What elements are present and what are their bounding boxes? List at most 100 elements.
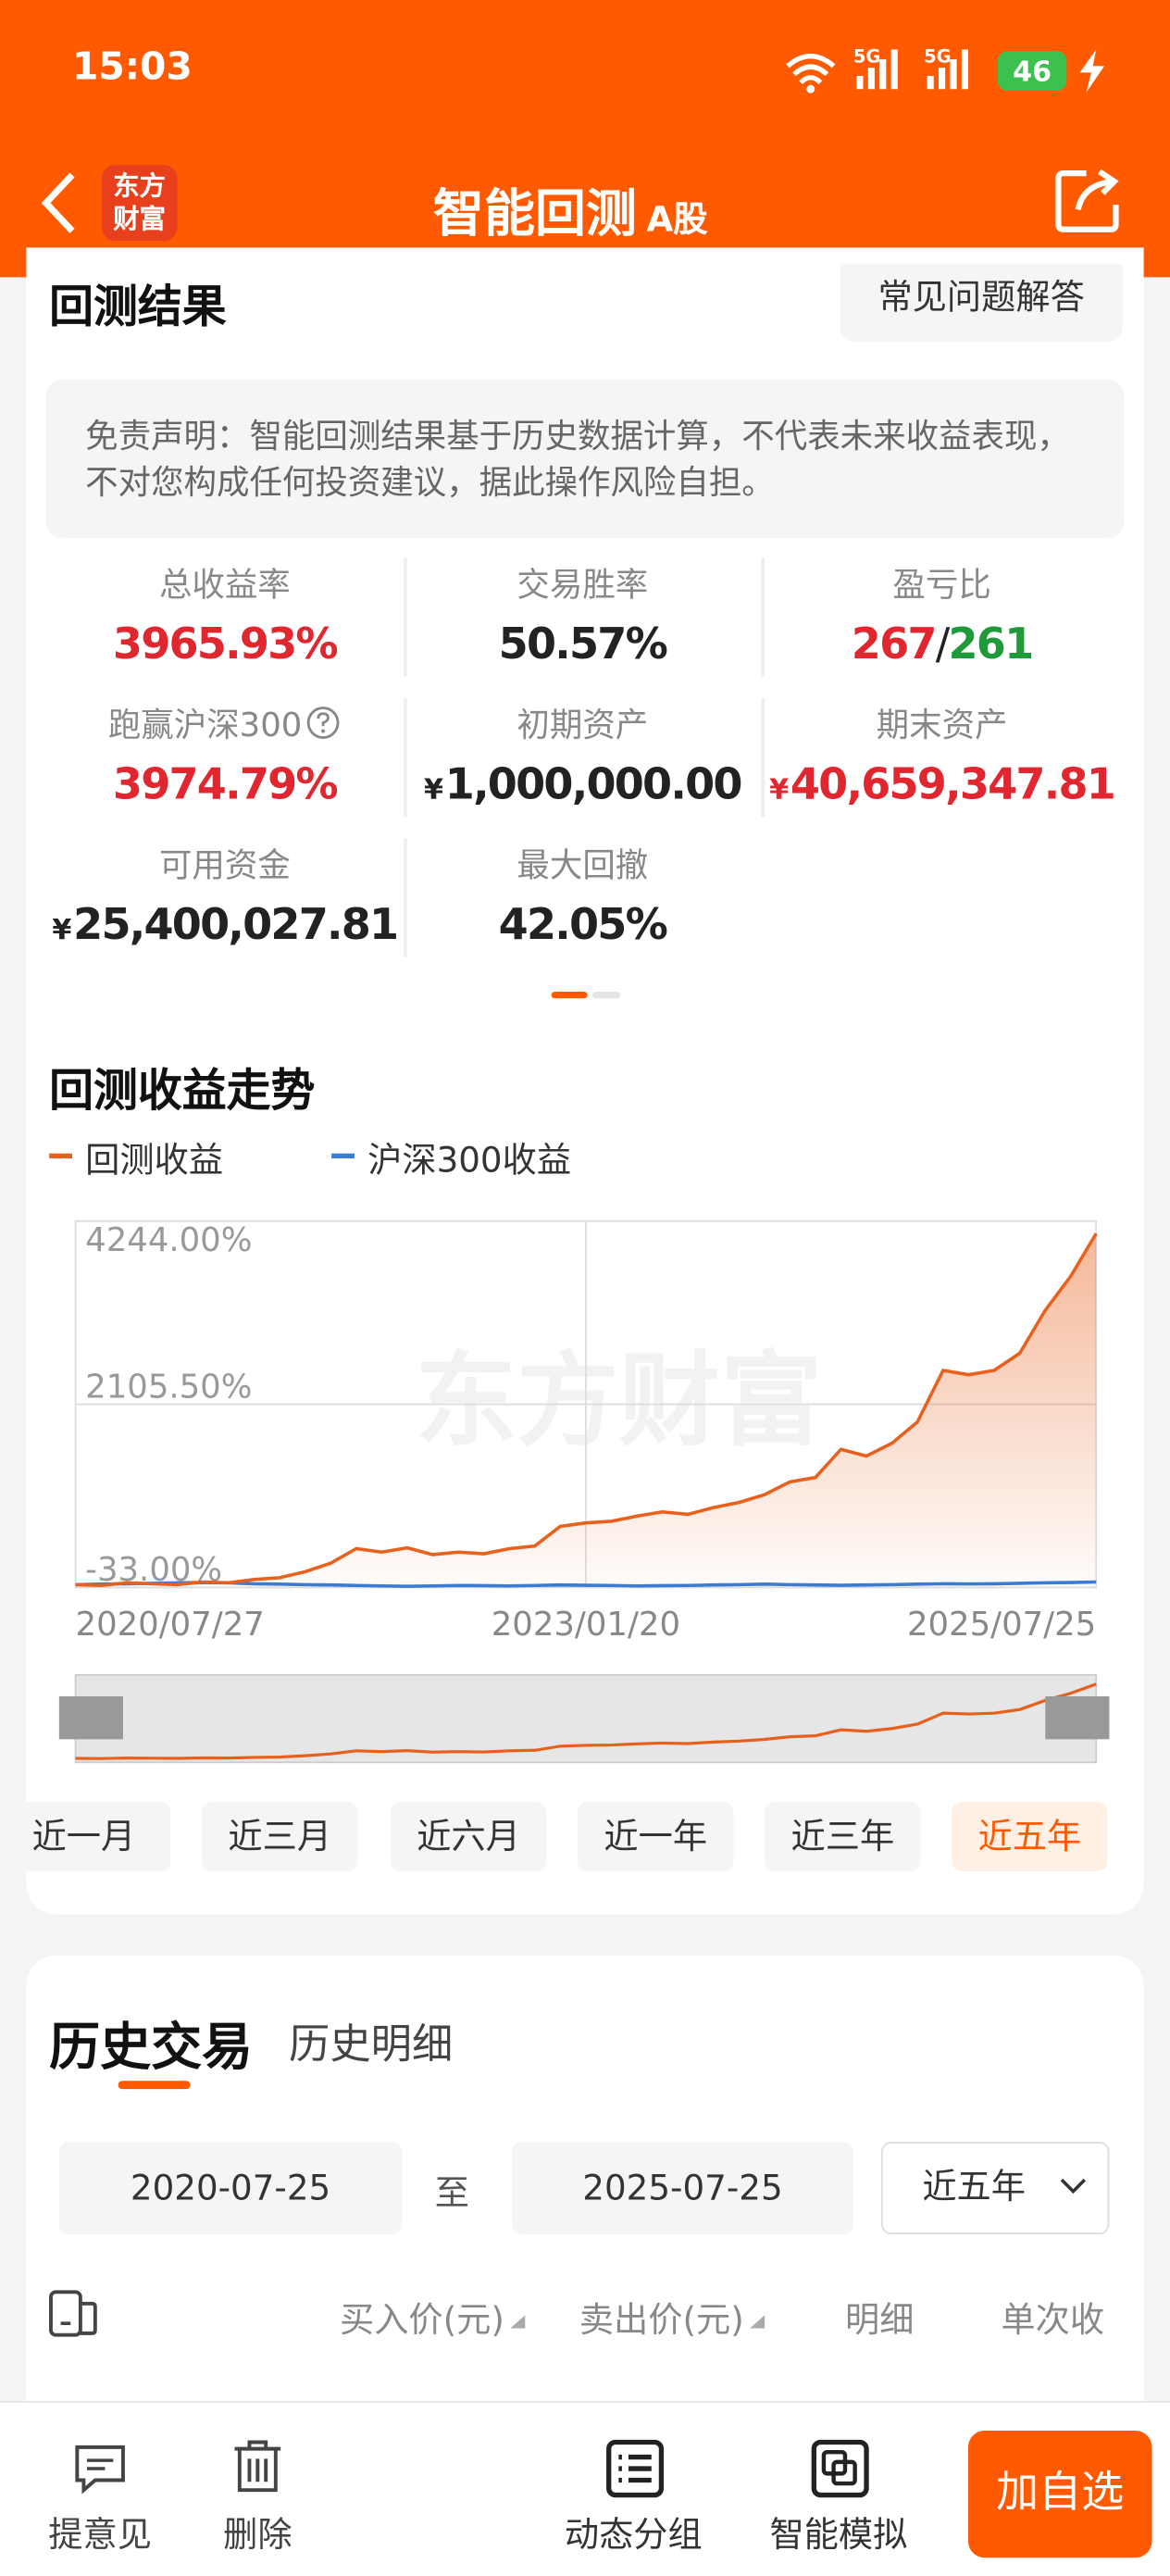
win-count: 267 — [851, 620, 938, 670]
legend-swatch — [49, 1153, 73, 1159]
watermark: 东方财富 — [416, 1341, 823, 1459]
page-indicator — [591, 992, 621, 999]
bottom-action-label[interactable]: 提意见 — [48, 2514, 152, 2555]
navigator-background — [74, 1673, 1098, 1764]
metric-value: 3965.93% — [112, 620, 339, 670]
column-toggle[interactable] — [46, 2287, 102, 2340]
metric-label: 最大回撤 — [517, 838, 648, 886]
tab[interactable]: 历史明细 — [289, 2020, 454, 2068]
tab-active[interactable]: 历史交易 — [49, 2018, 254, 2078]
battery-level: 46 — [1013, 56, 1052, 88]
metric-value: 3974.79% — [112, 760, 339, 811]
tab-indicator — [118, 2081, 191, 2090]
metric-label-text: 期末资产 — [876, 704, 1008, 744]
bottom-action-label[interactable]: 智能模拟 — [769, 2514, 908, 2555]
metric-label-text: 盈亏比 — [892, 564, 991, 605]
period-select[interactable]: 近五年 — [880, 2142, 1110, 2234]
metric-label: 可用资金 — [159, 838, 291, 886]
legend-label: 沪深300收益 — [367, 1140, 572, 1181]
currency-symbol: ¥ — [769, 773, 789, 807]
bottom-action-label[interactable]: 删除 — [223, 2514, 292, 2555]
metric-label: 跑赢沪深300 — [108, 698, 342, 746]
range-button[interactable]: 近三月 — [202, 1802, 358, 1871]
metric-value: ¥40,659,347.81 — [769, 761, 1116, 810]
section-title: 回测结果 — [49, 281, 227, 333]
divider — [404, 838, 407, 957]
feedback-icon[interactable] — [72, 2443, 128, 2495]
divider — [404, 697, 407, 818]
metric-value-text: 25,400,027.81 — [73, 901, 399, 951]
metric-value-text: 50.57% — [498, 620, 668, 670]
range-button[interactable]: 近一月 — [16, 1802, 171, 1871]
sort-arrow — [511, 2315, 526, 2329]
range-button[interactable]: 近六月 — [390, 1802, 547, 1871]
metric-label-text: 最大回撤 — [517, 844, 649, 885]
range-button[interactable]: 近五年 — [952, 1802, 1108, 1871]
x-tick-label: 2020/07/27 — [76, 1606, 265, 1644]
divider — [761, 557, 765, 677]
faq-button[interactable]: 常见问题解答 — [840, 264, 1123, 342]
table-body — [26, 2376, 1144, 2401]
x-tick-label: 2025/07/25 — [907, 1606, 1096, 1644]
date-separator: 至 — [434, 2173, 470, 2213]
end-date[interactable]: 2025-07-25 — [512, 2142, 853, 2234]
currency-symbol: ¥ — [424, 773, 443, 807]
separator: / — [935, 620, 950, 670]
metric-value: 50.57% — [498, 620, 668, 670]
app-logo: 东方 财富 — [101, 165, 178, 242]
metric-label-text: 可用资金 — [158, 844, 291, 885]
column-header: 单次收 — [1001, 2300, 1105, 2341]
metric-label-text: 跑赢沪深300 — [107, 704, 303, 744]
page-title: 智能回测 A股 — [433, 171, 708, 245]
area-fill — [75, 1233, 1097, 1588]
add-watchlist-button[interactable]: 加自选 — [967, 2431, 1152, 2558]
chart-title: 回测收益走势 — [49, 1066, 316, 1118]
metric-value-text: 3974.79% — [112, 760, 339, 811]
bottom-action-label[interactable]: 动态分组 — [564, 2514, 703, 2555]
column-header[interactable]: 卖出价(元) — [579, 2294, 769, 2343]
metric-value: 42.05% — [498, 901, 668, 951]
delete-icon[interactable] — [230, 2439, 285, 2495]
page-indicator-active — [551, 992, 588, 999]
column-header[interactable]: 买入价(元) — [340, 2294, 529, 2343]
simulate-icon[interactable] — [811, 2439, 870, 2498]
legend-label: 回测收益 — [85, 1140, 224, 1181]
metric-label: 期末资产 — [877, 698, 1008, 746]
network-label: 5G — [853, 46, 881, 68]
dropdown-arrow — [1060, 2178, 1087, 2195]
status-icons: 5G 5G 46 — [786, 46, 1105, 94]
period-text: 近五年 — [922, 2166, 1026, 2207]
metric-label-text: 交易胜率 — [517, 564, 649, 605]
navigator-handle[interactable] — [58, 1695, 123, 1740]
divider — [761, 697, 765, 818]
group-icon[interactable] — [605, 2439, 665, 2498]
range-button[interactable]: 近一年 — [578, 1802, 734, 1871]
title-text: 智能回测 — [433, 184, 637, 244]
currency-symbol: ¥ — [52, 914, 71, 947]
metric-value-text: 42.05% — [498, 901, 668, 951]
metric-label-text: 总收益率 — [158, 564, 291, 605]
header-background — [0, 0, 1170, 278]
metric-label: 总收益率 — [159, 557, 291, 606]
navigator-handle[interactable] — [1045, 1695, 1110, 1740]
logo-text: 东方 — [113, 169, 167, 202]
series-line — [75, 1232, 1098, 1588]
range-button[interactable]: 近三年 — [765, 1802, 921, 1871]
network-label: 5G — [924, 46, 952, 68]
start-date[interactable]: 2020-07-25 — [58, 2142, 403, 2234]
metric-value: ¥25,400,027.81 — [52, 901, 399, 951]
metric-value-text: 3965.93% — [112, 620, 339, 670]
loss-count: 261 — [948, 620, 1034, 670]
metric-label: 初期资产 — [517, 698, 648, 746]
info-icon[interactable] — [305, 705, 342, 741]
divider — [404, 557, 407, 677]
disclaimer: 免责声明：智能回测结果基于历史数据计算，不代表未来收益表现，不对您构成任何投资建… — [45, 379, 1125, 538]
chart: 东方财富-33.00%2105.50%4244.00%2020/07/27 202… — [58, 1219, 1110, 1764]
navigator-line — [75, 1682, 1097, 1760]
series-line — [75, 1580, 1097, 1588]
column-header: 明细 — [844, 2300, 915, 2341]
share-button[interactable] — [1053, 165, 1126, 237]
back-button[interactable] — [36, 169, 85, 238]
